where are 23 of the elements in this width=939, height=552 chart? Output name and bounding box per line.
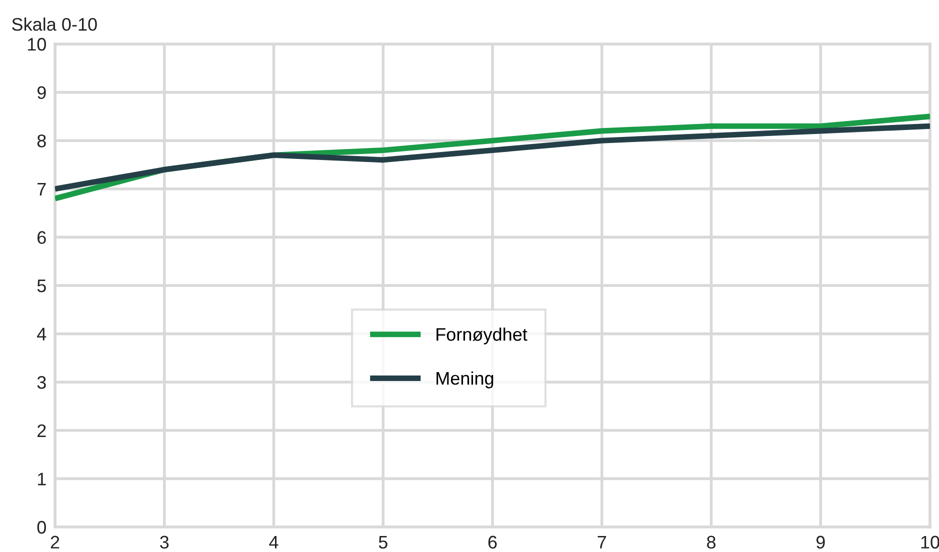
x-tick-label: 4 xyxy=(269,536,278,548)
x-tick-label: 10 xyxy=(921,536,939,549)
x-tick-label: 3 xyxy=(160,536,169,549)
y-tick-label: 9 xyxy=(37,86,46,100)
x-tick-label: 9 xyxy=(816,536,825,549)
y-tick-label: 6 xyxy=(38,231,46,244)
y-tick-label: 2 xyxy=(38,424,46,437)
y-tick-label: 10 xyxy=(28,38,46,51)
y-tick-label: 0 xyxy=(37,520,46,534)
y-tick-label: 7 xyxy=(38,183,46,196)
y-axis-title: Skala 0-10 xyxy=(12,18,97,31)
x-tick-label: 8 xyxy=(707,536,716,549)
y-tick-label: 8 xyxy=(37,134,46,148)
y-tick-label: 3 xyxy=(37,376,46,389)
x-tick-label: 7 xyxy=(598,536,606,548)
x-tick-label: 2 xyxy=(50,536,60,548)
legend-label: Mening xyxy=(436,371,494,388)
y-tick-label: 1 xyxy=(38,472,46,486)
y-tick-label: 4 xyxy=(37,328,46,340)
y-tick-label: 5 xyxy=(37,280,46,292)
legend-label: Fornøydhet xyxy=(436,328,528,344)
x-tick-label: 5 xyxy=(378,536,388,549)
x-tick-label: 6 xyxy=(488,536,497,549)
